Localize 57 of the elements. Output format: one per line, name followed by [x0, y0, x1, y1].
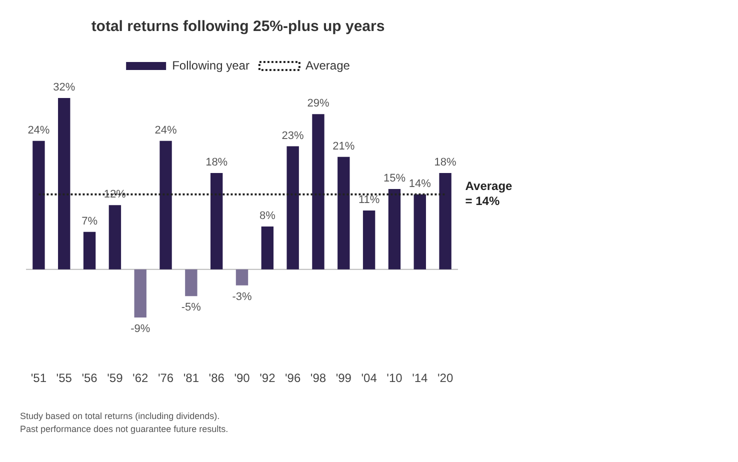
x-tick-label: '76	[158, 371, 174, 386]
data-label: 21%	[332, 140, 355, 152]
bar	[108, 205, 122, 270]
text: Past performance does not guarantee future results.	[20, 424, 230, 434]
data-label: 12%	[104, 188, 126, 201]
bar	[439, 172, 452, 270]
bar	[414, 194, 426, 270]
data-label: 32%	[53, 82, 76, 94]
data-label: 24%	[28, 124, 50, 136]
x-tick-label: '14	[412, 371, 428, 386]
x-tick-label: '04	[361, 371, 378, 386]
x-tick-label: '56	[82, 371, 98, 386]
data-label: 11%	[358, 194, 380, 206]
x-tick-label: '96	[285, 371, 301, 386]
data-label: 14%	[408, 178, 432, 190]
x-tick-label: '98	[310, 371, 326, 386]
data-label: 8%	[259, 210, 276, 222]
x-tick-label: '20	[437, 371, 454, 386]
x-tick-label: '81	[183, 371, 200, 386]
x-tick-label: '99	[336, 371, 352, 386]
data-label: 23%	[282, 130, 304, 142]
x-tick-label: '55	[56, 371, 72, 386]
data-label: 15%	[383, 172, 406, 185]
x-tick-label: '59	[107, 371, 124, 386]
bar	[58, 98, 70, 270]
data-label: 7%	[82, 215, 98, 228]
bar	[210, 172, 223, 270]
x-tick-label: '51	[30, 371, 47, 386]
bar	[261, 226, 274, 270]
x-tick-label: '90	[234, 371, 250, 386]
data-label: 24%	[154, 124, 177, 136]
data-label: 18%	[434, 156, 457, 169]
bar	[388, 189, 401, 270]
data-label: 18%	[206, 156, 228, 169]
data-label: -9%	[130, 323, 150, 336]
x-tick-label: '62	[132, 371, 148, 386]
bar	[338, 156, 350, 270]
bar	[83, 232, 96, 270]
bar	[185, 269, 198, 296]
annotation: Average = 14%	[465, 179, 513, 208]
legend-label: Following year	[172, 58, 250, 72]
x-tick-label: '92	[260, 371, 276, 386]
bar	[236, 269, 248, 286]
bar	[312, 114, 324, 270]
bar	[32, 140, 45, 270]
legend-label: Average	[305, 58, 350, 72]
bar	[134, 269, 146, 318]
bar	[286, 146, 299, 270]
bar	[160, 140, 172, 270]
x-tick-label: '10	[386, 371, 403, 386]
chart-title: total returns following 25%-plus up years	[91, 18, 385, 36]
bar	[362, 210, 376, 270]
x-tick-label: '86	[208, 371, 225, 386]
data-label: 29%	[307, 98, 330, 110]
text: Study based on total returns (including dividends).	[20, 411, 221, 421]
data-label: -5%	[181, 302, 202, 314]
data-label: -3%	[232, 290, 252, 303]
